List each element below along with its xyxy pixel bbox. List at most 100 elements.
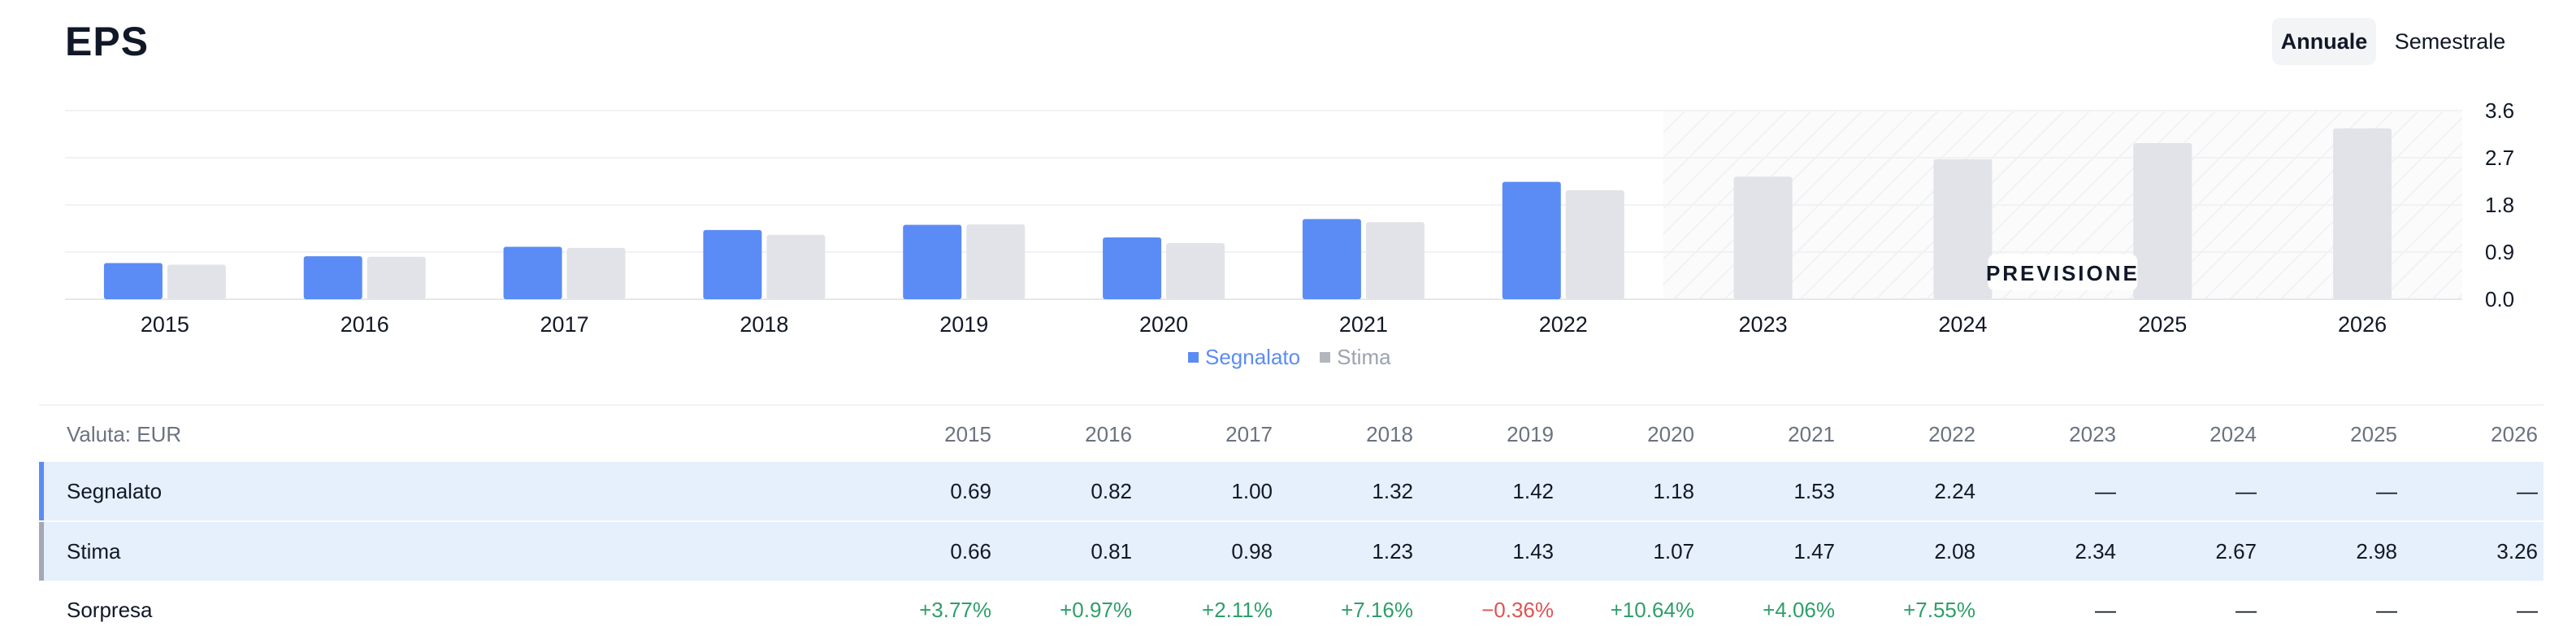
table-row-sorpresa: Sorpresa +3.77% +0.97% +2.11% +7.16% −0.… bbox=[39, 581, 2543, 639]
x-tick-label: 2026 bbox=[2338, 312, 2387, 337]
table-cell: 0.81 bbox=[1091, 538, 1132, 564]
table-cell: 1.32 bbox=[1372, 478, 1413, 503]
bar-segnalato bbox=[103, 263, 163, 299]
table-cell: 1.53 bbox=[1793, 478, 1835, 503]
table-cell: — bbox=[2236, 478, 2257, 503]
bar-stima bbox=[1166, 243, 1225, 299]
x-tick-label: 2025 bbox=[2138, 312, 2187, 337]
table-cell: 0.82 bbox=[1091, 478, 1132, 503]
table-cell: −0.36% bbox=[1481, 597, 1554, 622]
bar-segnalato bbox=[503, 246, 562, 299]
table-header-year: 2024 bbox=[2210, 421, 2257, 446]
table-row-stima: Stima 0.66 0.81 0.98 1.23 1.43 1.07 1.47… bbox=[39, 522, 2543, 581]
table-cell: +0.97% bbox=[1060, 597, 1132, 622]
table-cell: +4.06% bbox=[1763, 597, 1835, 622]
bar-segnalato bbox=[303, 256, 362, 299]
x-tick-label: 2019 bbox=[939, 312, 988, 337]
x-tick-label: 2017 bbox=[540, 312, 589, 337]
table-header-year: 2016 bbox=[1085, 421, 1132, 446]
bar-segnalato bbox=[903, 224, 962, 299]
table-cell: 1.18 bbox=[1653, 478, 1694, 503]
table-cell: — bbox=[2517, 478, 2538, 503]
table-header-year: 2019 bbox=[1507, 421, 1554, 446]
bar-segnalato bbox=[703, 229, 762, 299]
bar-segnalato bbox=[1103, 237, 1162, 299]
section-divider bbox=[39, 404, 2543, 406]
table-header-year: 2015 bbox=[944, 421, 991, 446]
table-cell: 2.98 bbox=[2356, 538, 2397, 564]
table-cell: 1.23 bbox=[1372, 538, 1413, 564]
table-cell: — bbox=[2517, 597, 2538, 622]
tab-annuale[interactable]: Annuale bbox=[2272, 18, 2376, 65]
table-cell: 2.34 bbox=[2075, 538, 2116, 564]
page-title: EPS bbox=[65, 19, 150, 64]
bar-stima bbox=[566, 247, 626, 299]
legend-item-stima[interactable]: Stima bbox=[1320, 345, 1391, 370]
bar-stima bbox=[366, 256, 426, 299]
table-cell: 2.24 bbox=[1934, 478, 1975, 503]
chart-legend: Segnalato Stima bbox=[1188, 345, 1391, 370]
bar-stima bbox=[766, 234, 826, 299]
legend-item-segnalato[interactable]: Segnalato bbox=[1188, 345, 1300, 370]
table-cell: 3.26 bbox=[2496, 538, 2538, 564]
x-tick-label: 2018 bbox=[739, 312, 788, 337]
table-header-year: 2020 bbox=[1647, 421, 1694, 446]
table-cell: 1.42 bbox=[1512, 478, 1554, 503]
y-tick-label: 1.8 bbox=[2485, 193, 2514, 217]
table-cell: 0.98 bbox=[1231, 538, 1273, 564]
table-header-year: 2021 bbox=[1788, 421, 1835, 446]
table-cell: — bbox=[2376, 478, 2397, 503]
table-header-year: 2017 bbox=[1225, 421, 1273, 446]
table-header-year: 2025 bbox=[2350, 421, 2397, 446]
table-cell: +7.16% bbox=[1341, 597, 1413, 622]
table-cell: +2.11% bbox=[1202, 597, 1273, 622]
x-tick-label: 2022 bbox=[1539, 312, 1588, 337]
table-cell: 1.00 bbox=[1231, 478, 1273, 503]
table-cell: — bbox=[2095, 478, 2116, 503]
bar-stima bbox=[167, 264, 226, 299]
table-cell: 1.43 bbox=[1512, 538, 1554, 564]
legend-label-stima: Stima bbox=[1337, 345, 1391, 369]
x-tick-label: 2023 bbox=[1739, 312, 1788, 337]
x-tick-label: 2015 bbox=[141, 312, 189, 337]
table-header-year: 2022 bbox=[1928, 421, 1975, 446]
table-cell: +7.55% bbox=[1903, 597, 1975, 622]
forecast-badge-bg bbox=[1988, 255, 2138, 290]
table-header-year: 2026 bbox=[2491, 421, 2538, 446]
bar-stima bbox=[2133, 142, 2192, 299]
row-label: Sorpresa bbox=[67, 597, 153, 622]
eps-bar-chart: 3.6 2.7 1.8 0.9 0.0 2015 2016 2017 2018 2019 2020 2… bbox=[65, 98, 2514, 337]
table-cell: 2.67 bbox=[2215, 538, 2257, 564]
table-cell: 0.69 bbox=[950, 478, 991, 503]
table-header-year: 2018 bbox=[1366, 421, 1413, 446]
table-header-year: 2023 bbox=[2069, 421, 2116, 446]
table-cell: 0.66 bbox=[950, 538, 991, 564]
legend-swatch-segnalato bbox=[1188, 352, 1199, 363]
tab-semestrale[interactable]: Semestrale bbox=[2394, 28, 2506, 54]
bar-stima bbox=[1565, 189, 1624, 299]
x-tick-label: 2024 bbox=[1938, 312, 1987, 337]
table-cell: — bbox=[2095, 597, 2116, 622]
legend-label-segnalato: Segnalato bbox=[1205, 345, 1301, 369]
bar-stima bbox=[2333, 128, 2392, 299]
currency-label: Valuta: EUR bbox=[67, 421, 182, 446]
y-tick-label: 0.0 bbox=[2485, 287, 2514, 311]
bar-stima bbox=[966, 224, 1026, 299]
x-tick-label: 2016 bbox=[340, 312, 389, 337]
table-cell: 1.47 bbox=[1793, 538, 1835, 564]
table-cell: +3.77% bbox=[919, 597, 991, 622]
y-tick-label: 0.9 bbox=[2485, 240, 2514, 264]
row-label: Segnalato bbox=[67, 478, 163, 503]
eps-table: Valuta: EUR 2015 2016 2017 2018 2019 202… bbox=[39, 407, 2543, 639]
legend-swatch-stima bbox=[1320, 352, 1331, 363]
bar-segnalato bbox=[1302, 219, 1361, 299]
table-cell: +10.64% bbox=[1610, 597, 1694, 622]
table-cell: — bbox=[2376, 597, 2397, 622]
table-cell: 2.08 bbox=[1934, 538, 1975, 564]
x-tick-label: 2021 bbox=[1339, 312, 1388, 337]
bar-stima bbox=[1733, 176, 1793, 299]
y-tick-label: 2.7 bbox=[2485, 146, 2514, 170]
bar-stima bbox=[1365, 222, 1425, 299]
table-cell: 1.07 bbox=[1653, 538, 1694, 564]
bar-stima bbox=[1933, 159, 1993, 299]
